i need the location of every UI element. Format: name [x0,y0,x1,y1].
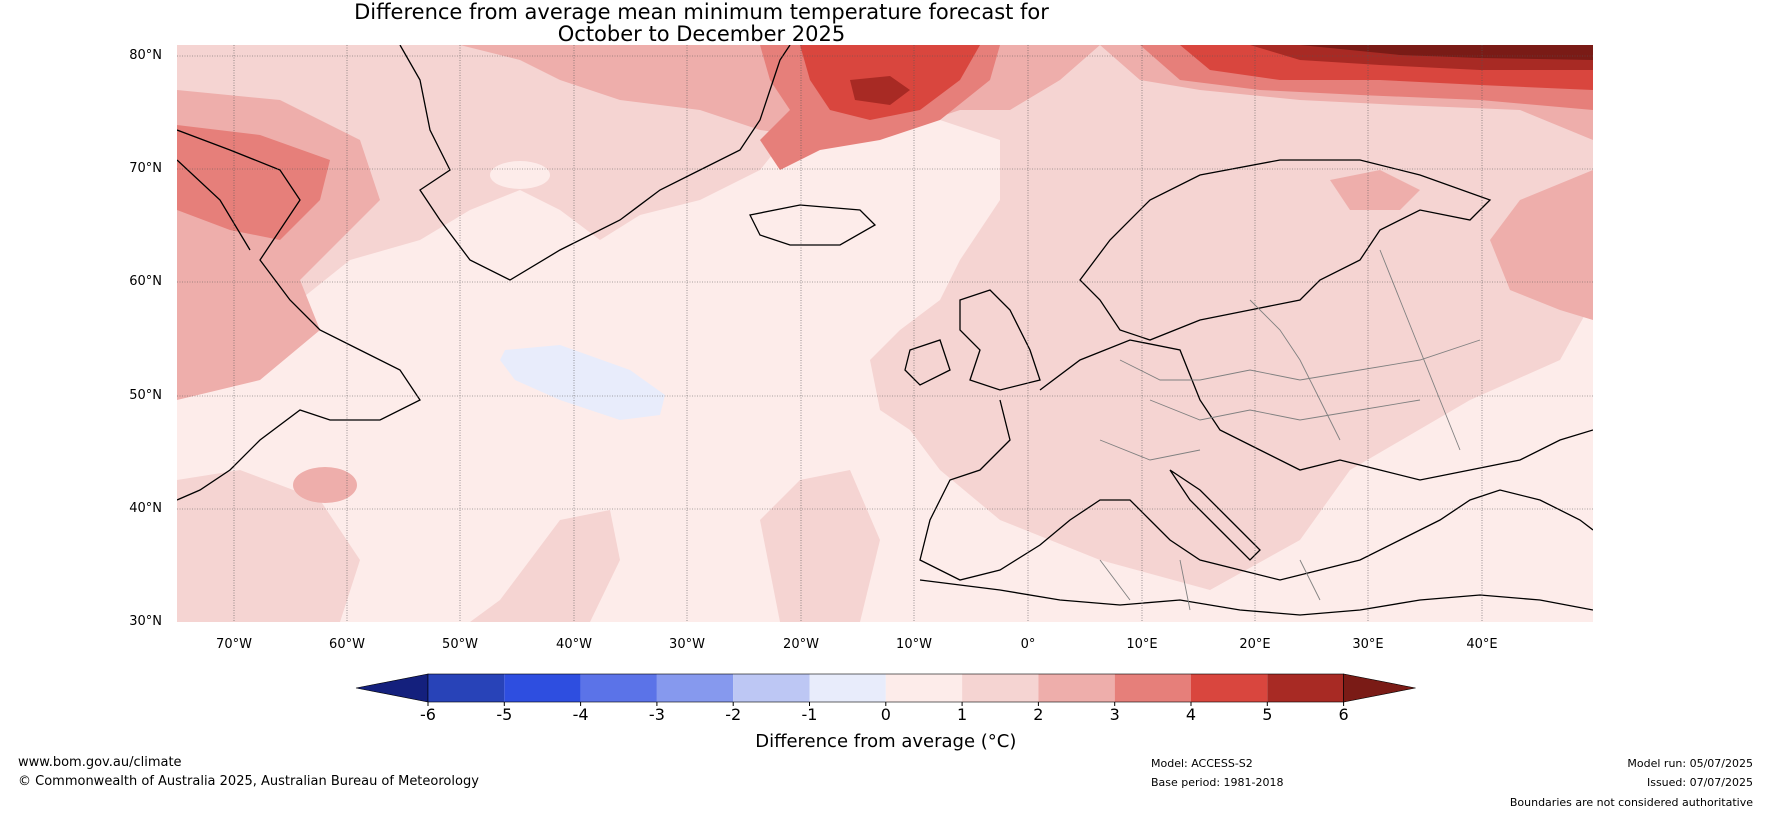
colorbar-tick-label: -1 [802,705,818,724]
model-name: Model: ACCESS-S2 [1151,757,1253,770]
colorbar-tick-label: -5 [496,705,512,724]
lon-label-50w: 50°W [442,637,478,652]
copyright: © Commonwealth of Australia 2025, Austra… [18,774,479,789]
lon-label-30w: 30°W [669,637,705,652]
colorbar-tick-label: 4 [1186,705,1196,724]
colorbar-segment [504,674,581,702]
lon-label-40e: 40°E [1466,637,1498,652]
anomaly-band-5-6 [850,76,910,105]
colorbar-segment [428,674,505,702]
lat-label-70n: 70°N [129,161,162,176]
lat-label-80n: 80°N [129,48,162,63]
lon-label-60w: 60°W [329,637,365,652]
colorbar-segment [885,674,963,702]
lon-label-70w: 70°W [216,637,252,652]
anomaly-band-neg1-0 [500,345,665,420]
colorbar-label: Difference from average (°C) [755,731,1016,752]
country-borders [1099,249,1481,611]
colorbar-segment [1191,674,1268,702]
map-title-line1: Difference from average mean minimum tem… [354,0,1049,24]
colorbar-tick-label: -2 [725,705,741,724]
lon-label-30e: 30°E [1352,637,1384,652]
colorbar-segment [962,674,1039,702]
base-period: Base period: 1981-2018 [1151,776,1284,789]
lon-label-20w: 20°W [783,637,819,652]
colorbar-segment [1114,674,1191,702]
colorbar-tick-label: 2 [1033,705,1043,724]
lat-label-60n: 60°N [129,274,162,289]
gridlines [177,45,1593,622]
lat-label-40n: 40°N [129,501,162,516]
colorbar-segment [1267,674,1344,702]
colorbar-extend-high [1343,673,1416,703]
lat-label-30n: 30°N [129,614,162,629]
colorbar-tick-label: 3 [1110,705,1120,724]
lat-label-50n: 50°N [129,388,162,403]
colorbar-tick-label: -3 [649,705,665,724]
lon-label-20e: 20°E [1239,637,1271,652]
model-run: Model run: 05/07/2025 [1627,757,1753,770]
lon-label-40w: 40°W [556,637,592,652]
anomaly-field [177,45,1593,622]
colorbar-tick-label: 5 [1262,705,1272,724]
boundaries-disclaimer: Boundaries are not considered authoritat… [1509,796,1753,809]
colorbar-segment [1038,674,1115,702]
issued-date: Issued: 07/07/2025 [1646,776,1753,789]
colorbar-segment [656,674,734,702]
lon-label-10e: 10°E [1126,637,1158,652]
colorbar-tick-label: -4 [573,705,589,724]
lon-label-10w: 10°W [896,637,932,652]
map-title-line2: October to December 2025 [557,22,846,46]
colorbar-tick-label: -6 [420,705,436,724]
colorbar-tick-label: 1 [957,705,967,724]
colorbar-segment [733,674,810,702]
colorbar-tick-label: 0 [881,705,891,724]
colorbar-extend-low [355,673,429,703]
colorbar-tick-label: 6 [1339,705,1349,724]
anomaly-band-1-2-south [177,470,360,622]
website-url: www.bom.gov.au/climate [18,755,182,770]
lon-label-0: 0° [1020,637,1036,652]
colorbar-segment [580,674,657,702]
colorbar-segment [809,674,886,702]
colorbar: -6 -5 -4 -3 -2 -1 0 1 2 3 4 5 6 Difference from avera… [355,673,1416,752]
